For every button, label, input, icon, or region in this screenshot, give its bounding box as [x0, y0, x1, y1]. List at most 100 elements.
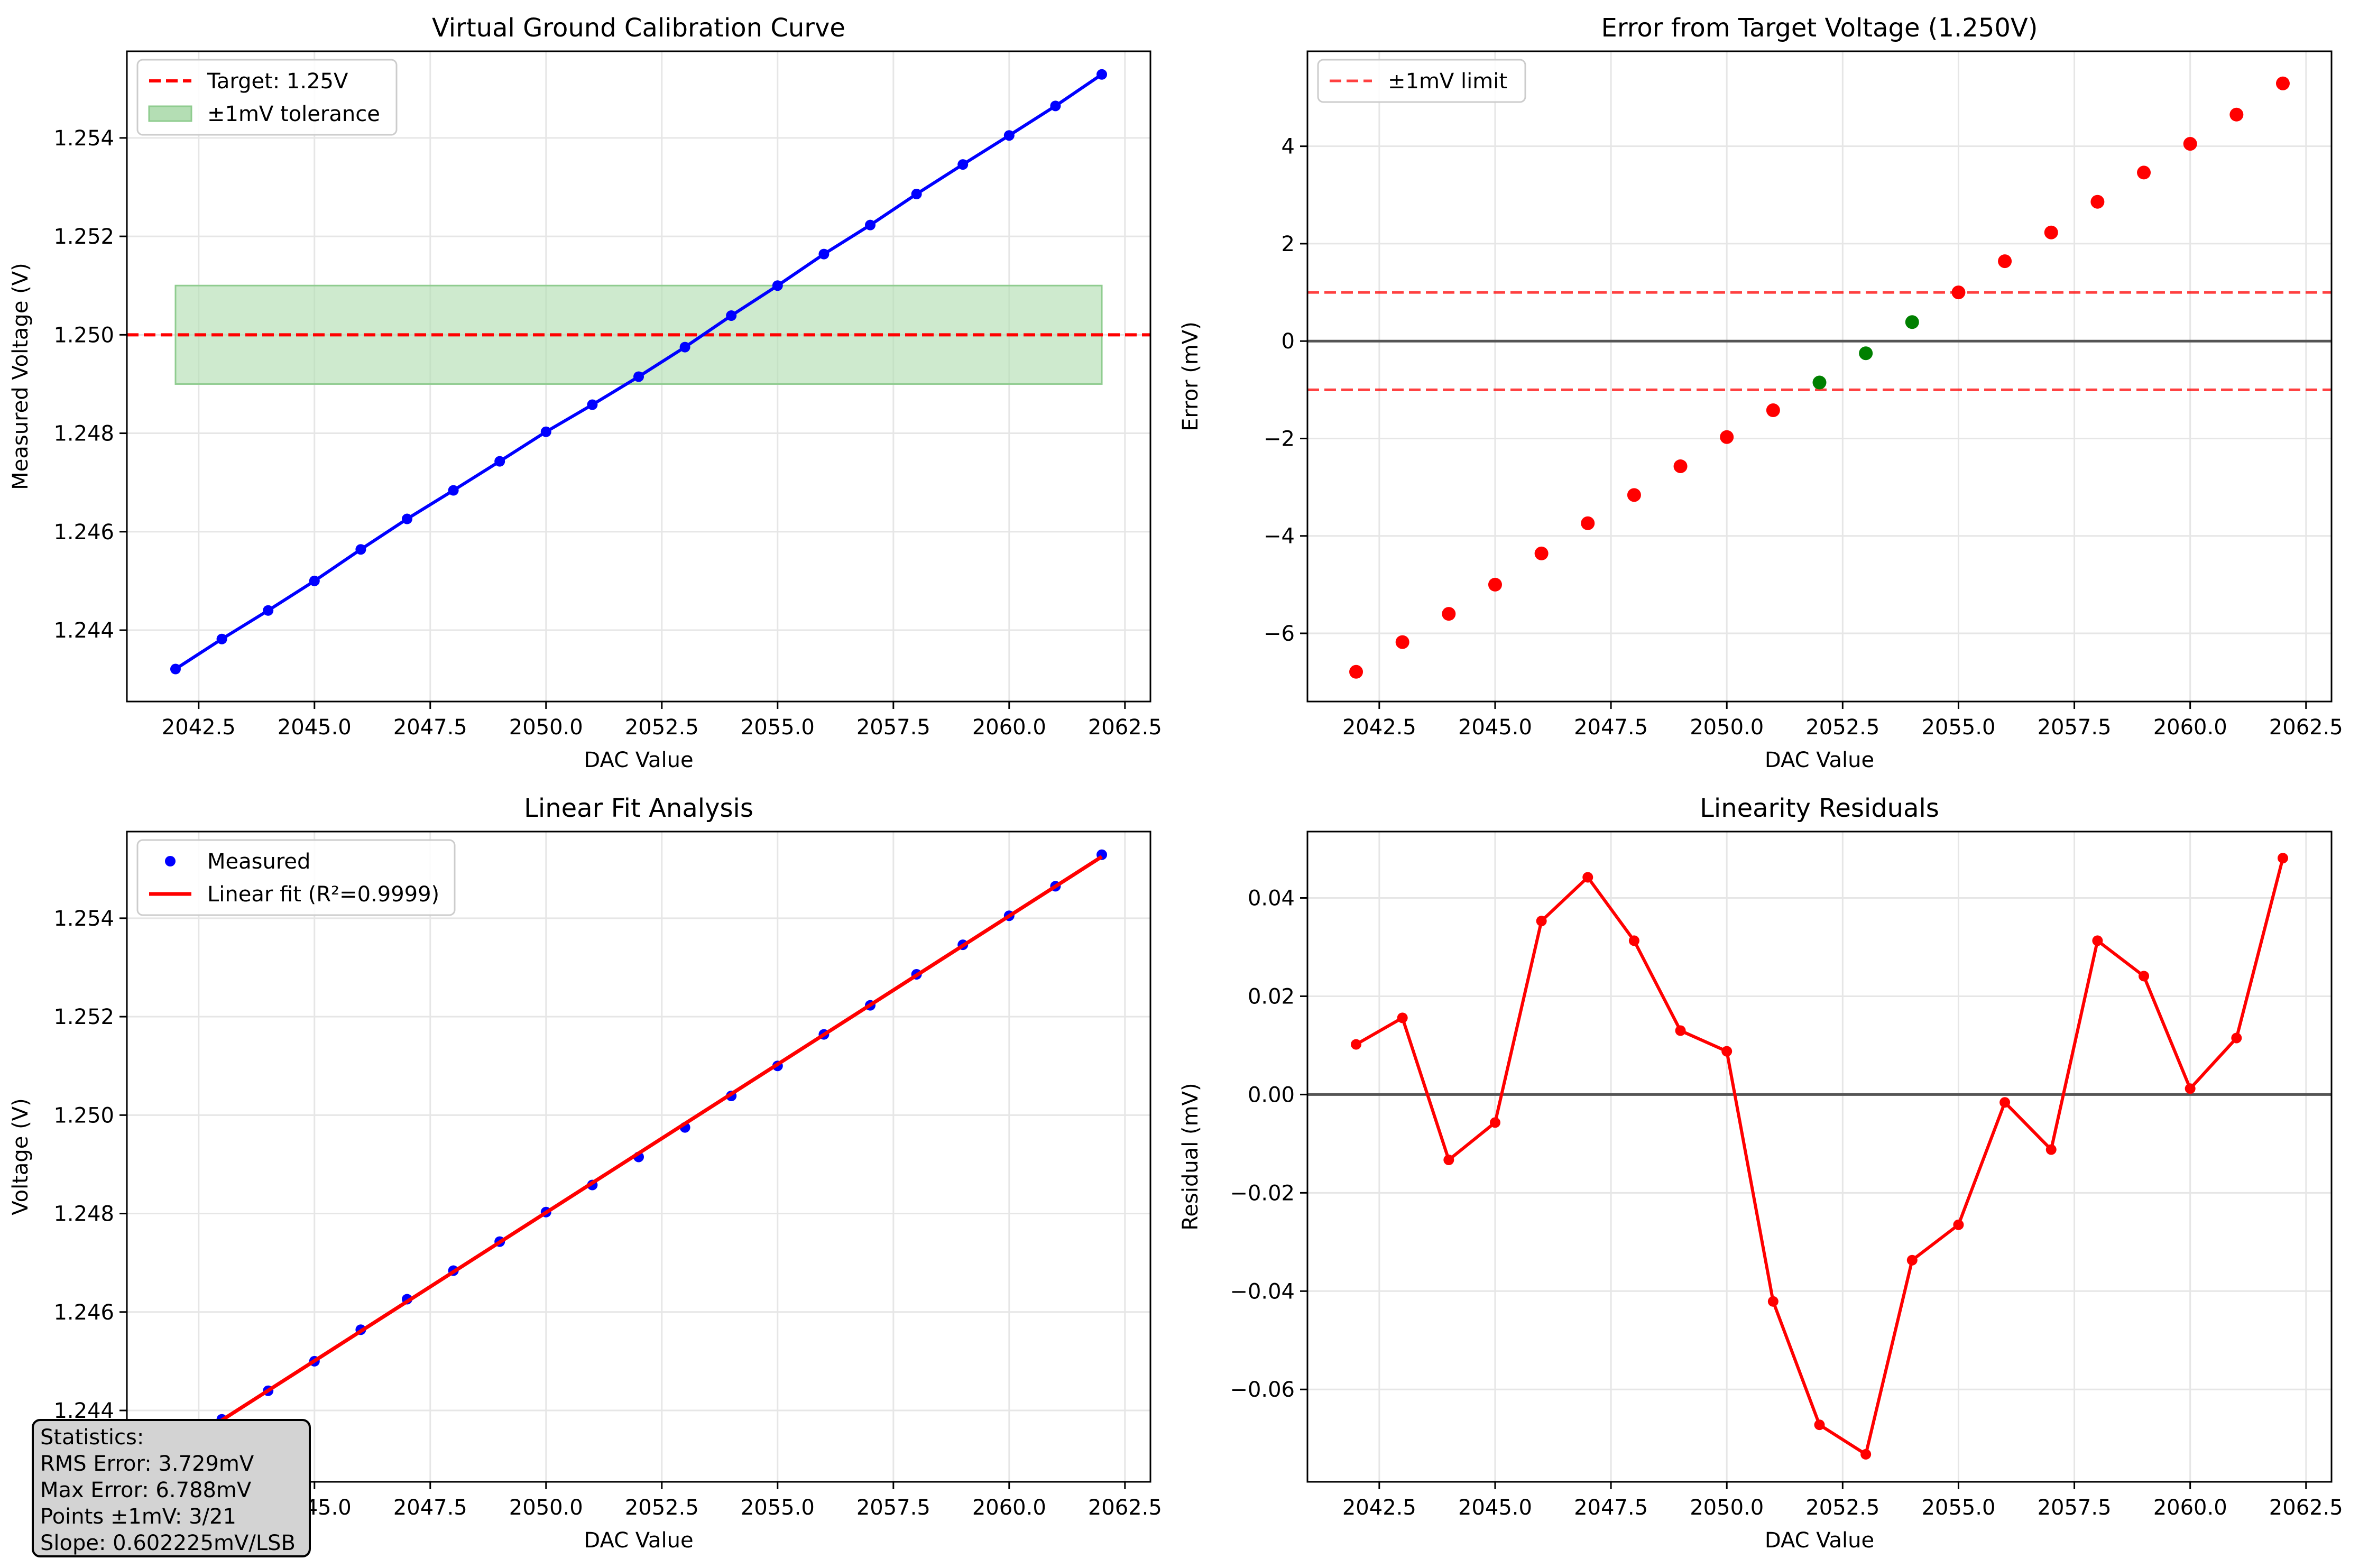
error-point	[1534, 546, 1549, 560]
x-tick-label: 2062.5	[2269, 715, 2343, 740]
x-tick-label: 2052.5	[625, 715, 699, 740]
x-tick-label: 2060.0	[972, 715, 1046, 740]
x-tick-label: 2057.5	[2038, 715, 2112, 740]
y-tick-label: 0.02	[1248, 984, 1295, 1009]
x-tick-label: 2060.0	[2153, 1496, 2227, 1520]
y-tick-label: 0.04	[1248, 887, 1295, 911]
error-point	[1905, 315, 1919, 329]
residual-point	[1814, 1419, 1825, 1431]
x-tick-label: 2050.0	[1690, 1496, 1764, 1520]
stats-heading: Statistics:	[40, 1425, 144, 1450]
x-tick-label: 2062.5	[1088, 1496, 1162, 1520]
residual-point	[1767, 1296, 1779, 1307]
legend: Measured Linear fit (R²=0.9999)	[136, 839, 456, 916]
y-tick-label: −4	[1264, 524, 1295, 549]
axes-frame	[126, 50, 1151, 703]
y-tick-label: 0	[1282, 329, 1295, 354]
x-tick-label: 2062.5	[2269, 1496, 2343, 1520]
y-tick-label: −6	[1264, 622, 1295, 646]
plot-area	[127, 51, 1150, 702]
data-point	[401, 513, 412, 524]
x-tick-label: 2042.5	[1342, 715, 1416, 740]
y-tick-label: 1.244	[53, 619, 114, 643]
residual-point	[1999, 1097, 2011, 1108]
y-axis-label: Residual (mV)	[1178, 1083, 1203, 1230]
x-tick-label: 2050.0	[1690, 715, 1764, 740]
error-point	[1581, 516, 1595, 530]
y-axis-label: Voltage (V)	[8, 1098, 33, 1215]
data-point	[263, 605, 274, 616]
legend: Target: 1.25V ±1mV tolerance	[136, 59, 398, 136]
y-tick-label: 4	[1282, 135, 1295, 159]
residual-point	[2185, 1083, 2196, 1094]
error-point	[1951, 285, 1966, 300]
data-point	[170, 663, 181, 675]
data-point	[216, 633, 227, 644]
error-point	[2229, 107, 2244, 122]
error-point	[1720, 430, 1734, 444]
error-point	[2090, 195, 2105, 209]
error-point	[1488, 577, 1502, 592]
residual-point	[1397, 1012, 1408, 1023]
residual-point	[2092, 935, 2103, 946]
y-tick-label: 2	[1282, 232, 1295, 256]
y-tick-label: −0.06	[1230, 1378, 1295, 1402]
x-tick-label: 2045.0	[1458, 1496, 1532, 1520]
error-point	[2183, 137, 2197, 151]
legend-label: ±1mV tolerance	[207, 102, 380, 126]
data-point	[540, 426, 551, 437]
x-tick-label: 2055.0	[1921, 1496, 1995, 1520]
data-point	[772, 280, 783, 291]
y-tick-label: 1.248	[53, 1202, 114, 1226]
error-point	[1673, 459, 1688, 473]
x-tick-label: 2042.5	[1342, 1496, 1416, 1520]
data-point	[818, 248, 830, 260]
residual-point	[2231, 1032, 2242, 1044]
residual-point	[1628, 935, 1639, 946]
data-point	[1096, 69, 1108, 80]
x-tick-label: 2052.5	[625, 1496, 699, 1520]
data-point	[1050, 100, 1061, 112]
data-point	[679, 342, 690, 353]
y-tick-label: 1.254	[53, 126, 114, 151]
legend-label: Target: 1.25V	[207, 69, 348, 94]
y-tick-label: 1.250	[53, 323, 114, 347]
subplot-2: 2042.5 2045.0 2047.5 2050.0 2052.5 2055.0 2057…	[1178, 13, 2343, 772]
residual-point	[1536, 916, 1547, 927]
x-tick-label: 2057.5	[2038, 1496, 2112, 1520]
chart-title: Error from Target Voltage (1.250V)	[1601, 13, 2038, 43]
x-tick-label: 2045.0	[1458, 715, 1532, 740]
error-point	[1766, 403, 1780, 418]
y-tick-label: 1.246	[53, 1300, 114, 1325]
subplot-1: 2042.5 2045.0 2047.5 2050.0 2052.5 2055.0 2057…	[8, 13, 1162, 772]
x-tick-label: 2060.0	[972, 1496, 1046, 1520]
data-point	[726, 310, 737, 321]
chart-title: Linear Fit Analysis	[524, 794, 753, 823]
stats-points-within: Points ±1mV: 3/21	[40, 1505, 236, 1529]
data-point	[309, 575, 320, 586]
plot-area	[127, 832, 1150, 1482]
residual-point	[1582, 872, 1593, 883]
x-tick-label: 2042.5	[162, 715, 236, 740]
residual-point	[1721, 1046, 1733, 1057]
legend-label: Measured	[207, 850, 310, 874]
subplot-4: 2042.5 2045.0 2047.5 2050.0 2052.5 2055.0 2057…	[1178, 794, 2343, 1553]
fit-line	[174, 855, 1103, 1452]
y-tick-label: 1.246	[53, 520, 114, 545]
legend-frame	[136, 59, 398, 136]
residual-point	[1860, 1449, 1872, 1460]
x-axis-label: DAC Value	[1765, 1528, 1874, 1553]
x-tick-label: 2057.5	[856, 1496, 930, 1520]
x-tick-label: 2055.0	[1921, 715, 1995, 740]
axes-frame	[1306, 831, 2333, 1483]
residual-point	[1675, 1025, 1686, 1036]
legend-label: ±1mV limit	[1388, 69, 1507, 94]
legend-frame	[136, 839, 456, 916]
residual-point	[1953, 1219, 1964, 1230]
data-point	[957, 159, 969, 170]
axes-frame	[126, 831, 1151, 1483]
x-axis-label: DAC Value	[1765, 748, 1874, 772]
error-point	[1998, 254, 2012, 269]
data-point	[448, 485, 459, 496]
